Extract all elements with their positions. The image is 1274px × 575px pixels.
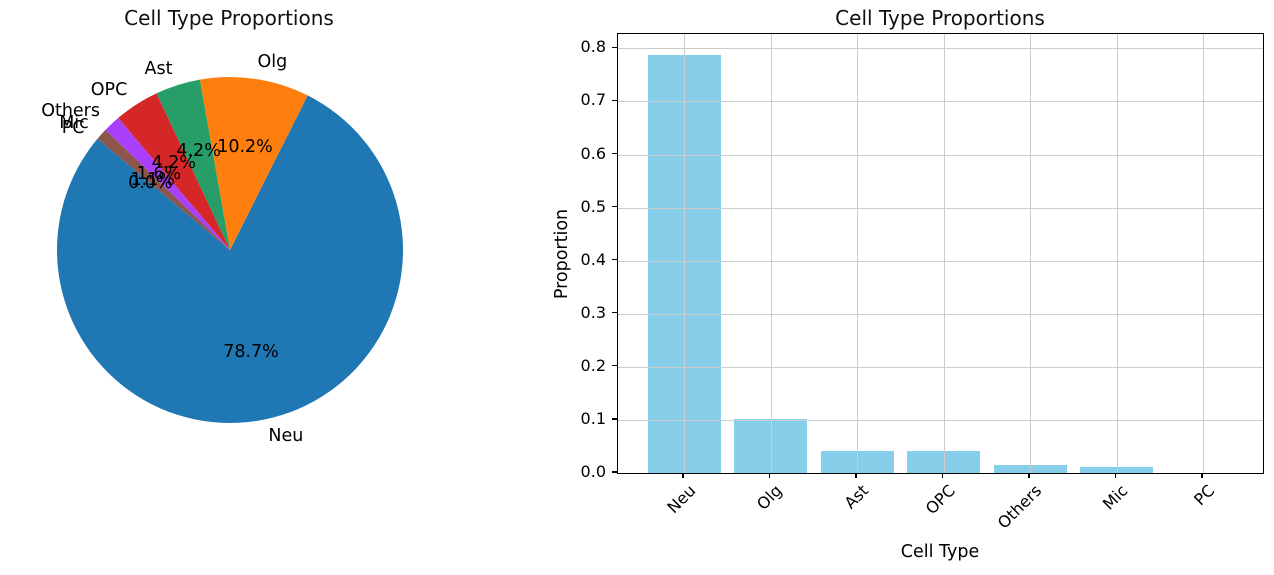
y-tick-mark [612, 312, 617, 314]
gridline-horizontal [618, 419, 1263, 421]
y-tick-label: 0.8 [580, 37, 606, 57]
x-tick-mark [941, 473, 944, 479]
x-tick-label-ast: Ast [840, 481, 873, 513]
y-tick-label: 0.1 [580, 408, 606, 428]
pie-slice-olg [199, 77, 308, 250]
y-tick-label: 0.6 [580, 143, 606, 163]
x-tick-label-others: Others [993, 481, 1046, 533]
pie-slice-neu [56, 95, 403, 423]
y-tick-label: 0.5 [580, 196, 606, 216]
x-tick-mark [1201, 473, 1203, 479]
pie-category-label-olg: Olg [257, 52, 288, 72]
gridline-vertical [1030, 34, 1031, 473]
pie-category-label-opc: OPC [90, 80, 128, 101]
pie-pct-label-olg: 10.2% [217, 137, 273, 158]
x-tick-mark [682, 473, 684, 479]
y-tick-label: 0.4 [580, 249, 606, 269]
pie-slice-mic [97, 129, 230, 250]
gridline-vertical [1203, 34, 1204, 473]
gridline-vertical [857, 34, 858, 473]
pie-slice-ast [156, 79, 230, 251]
y-tick-label: 0.3 [580, 302, 606, 322]
gridline-vertical [770, 34, 772, 473]
y-tick-mark [612, 259, 617, 261]
pie-category-label-pc: PC [61, 117, 85, 138]
x-tick-label-pc: PC [1190, 481, 1219, 510]
x-tick-label-olg: Olg [753, 481, 786, 514]
gridline-horizontal [618, 101, 1263, 103]
x-tick-mark [1114, 473, 1117, 479]
gridline-vertical [1116, 34, 1118, 473]
y-tick-mark [612, 418, 617, 420]
bar-plot-area [617, 33, 1264, 474]
pie-pct-label-neu: 78.7% [223, 341, 279, 362]
gridline-horizontal [618, 154, 1263, 156]
pie-category-label-others: Others [41, 101, 100, 122]
gridline-vertical [943, 34, 945, 473]
pie-pct-label-ast: 4.2% [176, 140, 221, 161]
x-tick-mark [855, 473, 857, 479]
y-tick-label: 0.2 [580, 355, 606, 375]
pie-category-label-neu: Neu [268, 426, 304, 447]
y-tick-label: 0.7 [580, 90, 606, 110]
gridline-horizontal [618, 48, 1263, 50]
pie-slice-opc [118, 93, 230, 250]
pie-category-label-ast: Ast [144, 58, 173, 79]
y-tick-mark [612, 471, 617, 473]
pie-chart-title: Cell Type Proportions [124, 6, 334, 30]
pie-category-label-mic: Mic [59, 112, 89, 133]
x-tick-mark [768, 473, 771, 479]
gridline-vertical [684, 34, 685, 473]
pie-slice-others [105, 118, 230, 251]
bar-chart-title: Cell Type Proportions [835, 6, 1045, 30]
y-tick-mark [612, 46, 617, 48]
pie-pct-label-opc: 4.2% [151, 152, 197, 173]
x-tick-label-neu: Neu [663, 481, 700, 518]
pie-chart [56, 77, 403, 423]
x-tick-label-mic: Mic [1099, 481, 1132, 514]
y-tick-mark [612, 99, 617, 102]
x-axis-label: Cell Type [900, 542, 980, 562]
x-tick-mark [1028, 473, 1030, 479]
y-tick-mark [612, 205, 617, 208]
gridline-horizontal [618, 207, 1263, 209]
gridline-horizontal [618, 366, 1263, 368]
gridline-horizontal [618, 260, 1263, 262]
y-tick-mark [612, 152, 617, 155]
pie-pct-label-mic: 1.1% [130, 170, 175, 191]
gridline-horizontal [618, 313, 1263, 315]
y-tick-label: 0.0 [580, 462, 606, 481]
x-tick-label-opc: OPC [921, 481, 959, 519]
y-tick-mark [612, 365, 617, 367]
pie-pct-label-others: 1.6% [136, 164, 182, 185]
pie-pct-label-pc: 0.0% [128, 173, 173, 194]
